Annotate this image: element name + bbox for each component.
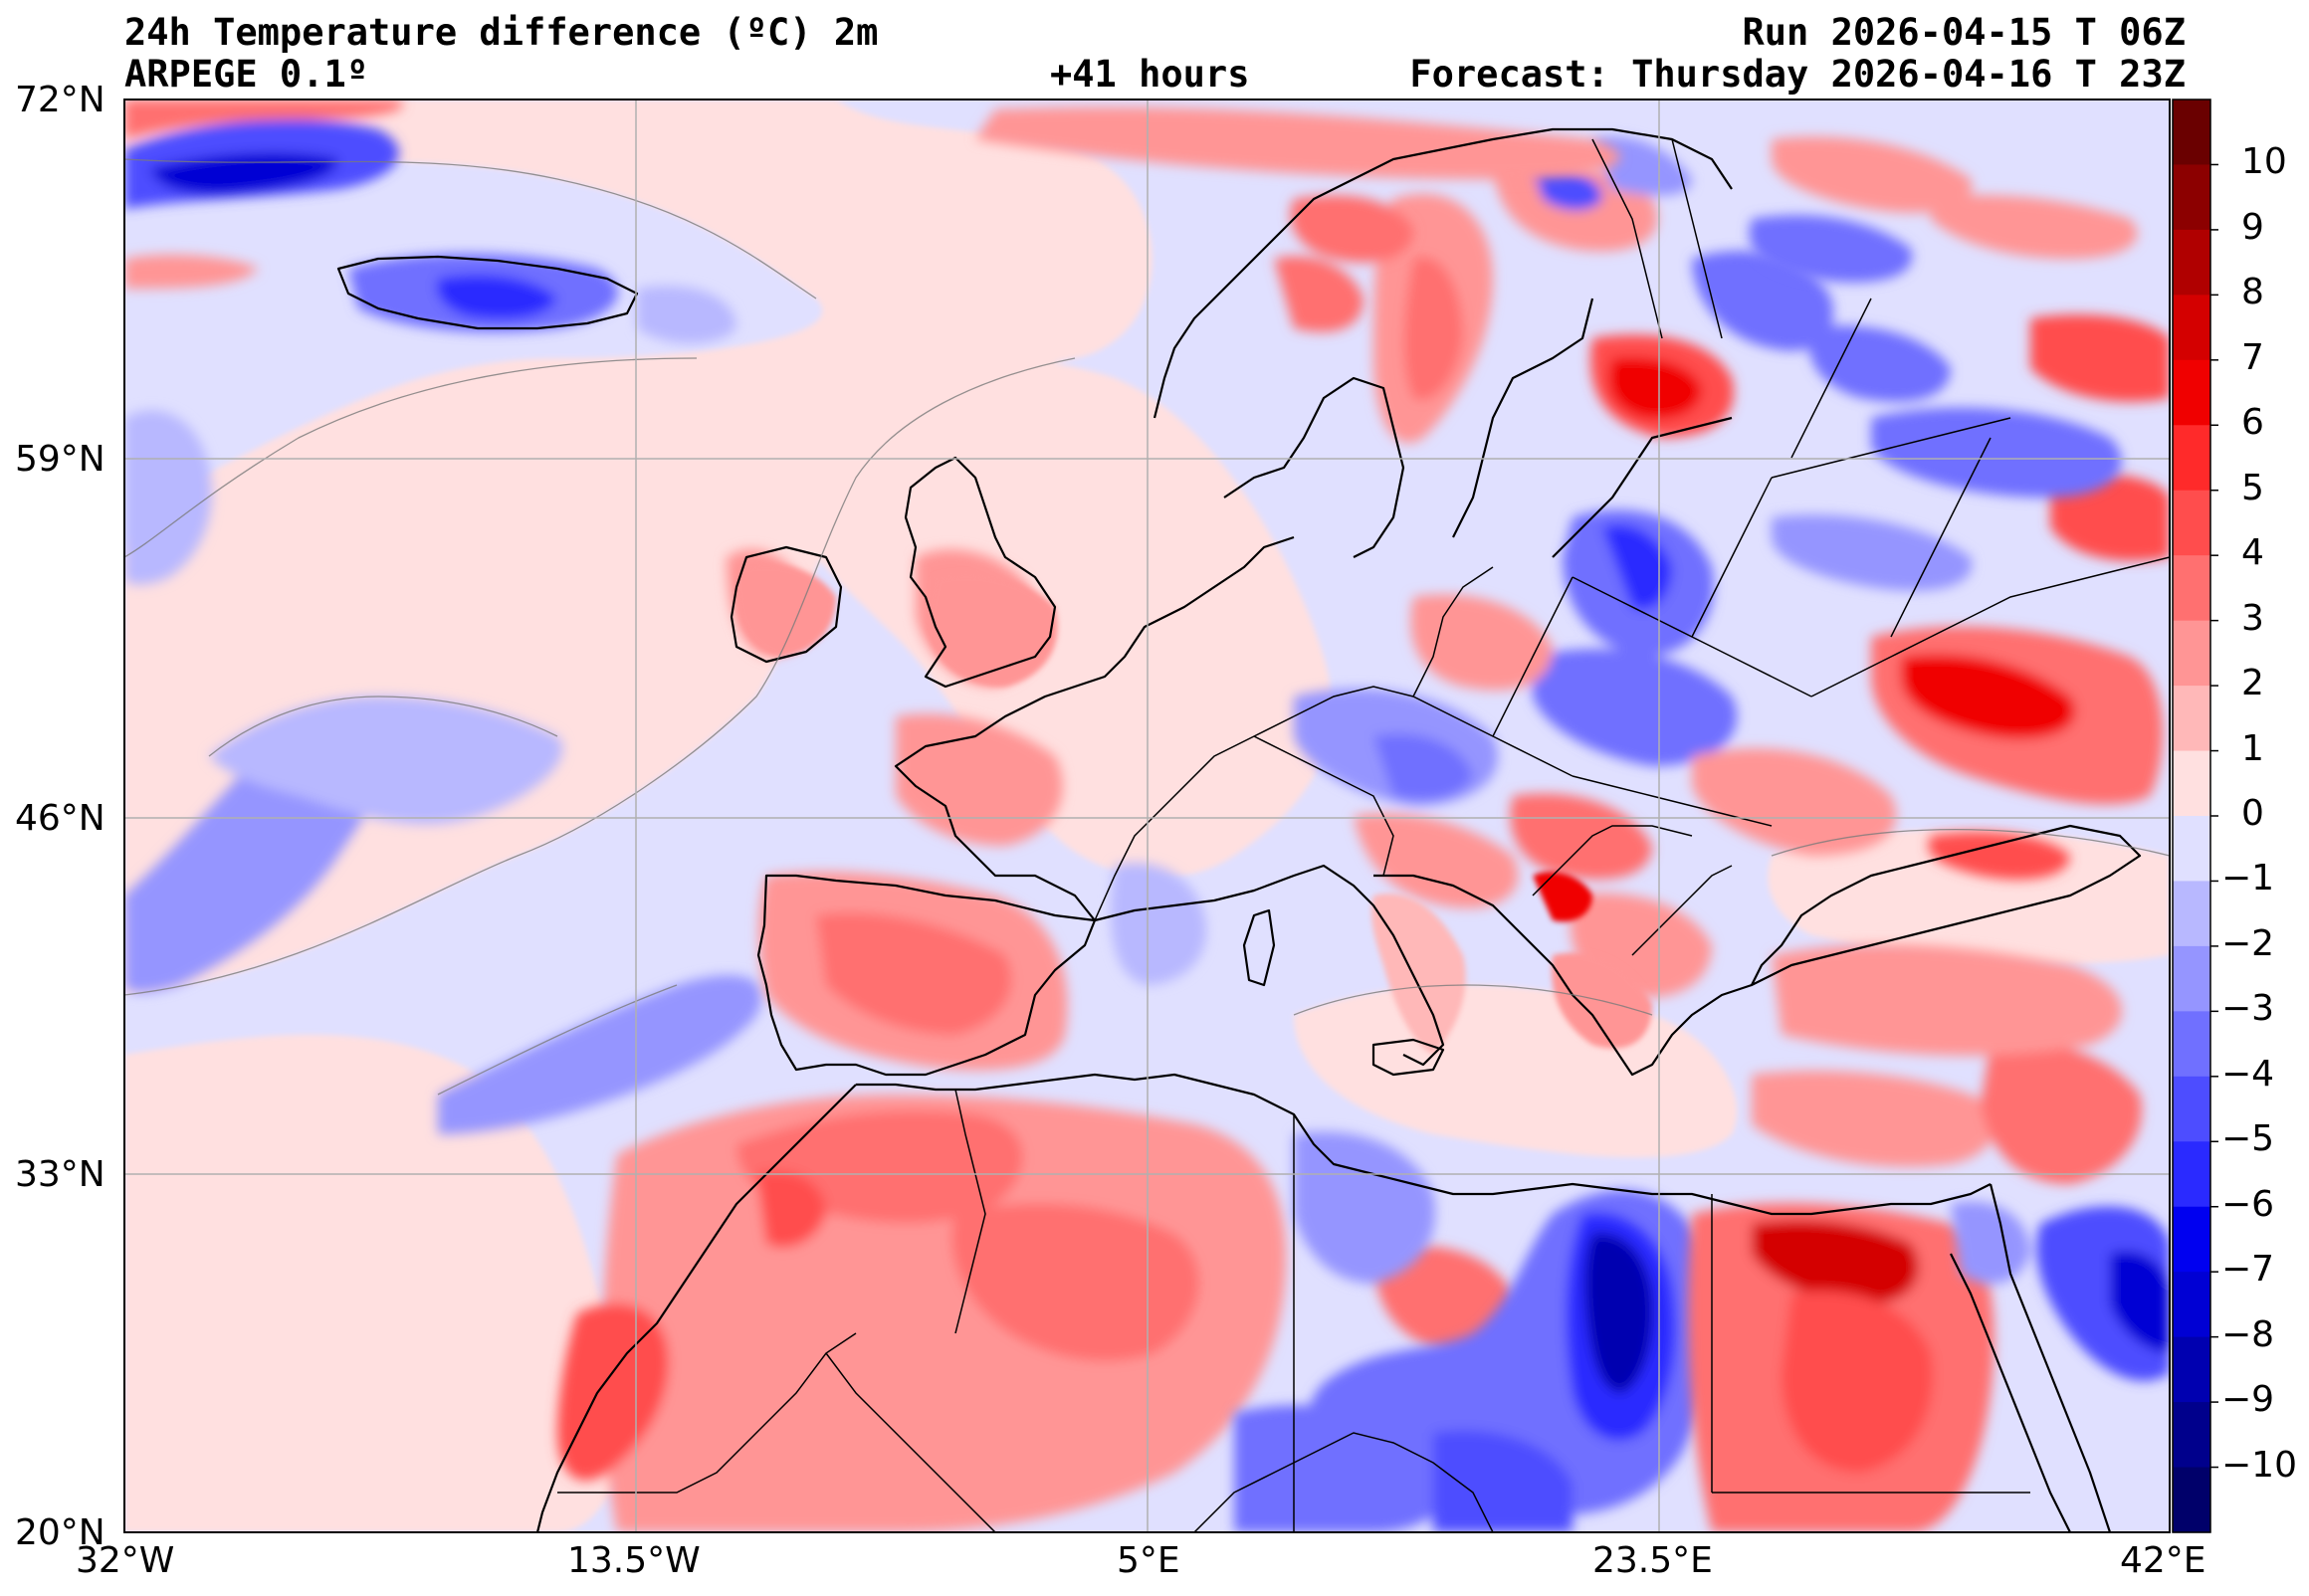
forecast-label: Forecast: Thursday 2026-04-16 T 23Z	[1409, 53, 2186, 96]
colorbar-tick-label: −7	[2221, 1249, 2275, 1290]
colorbar-tick-label: −4	[2221, 1054, 2275, 1095]
colorbar-segment	[2173, 1011, 2210, 1078]
colorbar-tick-label: 1	[2241, 728, 2264, 769]
colorbar-tick-label: 9	[2241, 207, 2264, 248]
map-border	[123, 99, 2171, 1533]
colorbar-segment	[2173, 359, 2210, 426]
colorbar-segment	[2173, 750, 2210, 817]
lon-label-32w: 32°W	[76, 1540, 175, 1581]
coastlines	[336, 127, 2142, 1532]
colorbar-tick-label: −6	[2221, 1184, 2275, 1225]
colorbar-segment	[2173, 1141, 2210, 1208]
colorbar-tick-label: −3	[2221, 988, 2275, 1029]
colorbar-tick-label: 5	[2241, 468, 2264, 508]
colorbar-segment	[2173, 1076, 2210, 1142]
colorbar-segment	[2173, 490, 2210, 556]
colorbar-tick-label: 0	[2241, 793, 2264, 834]
lead-time-label: +41 hours	[1050, 53, 1250, 96]
graticule	[124, 100, 2170, 1532]
colorbar-tick-label: 8	[2241, 272, 2264, 312]
colorbar-segment	[2173, 555, 2210, 622]
chart-title: 24h Temperature difference (ºC) 2m	[124, 11, 879, 54]
lat-label-20n: 20°N	[15, 1512, 105, 1553]
lon-label-13-5w: 13.5°W	[567, 1540, 701, 1581]
colorbar-tick-label: −9	[2221, 1379, 2275, 1420]
lat-label-59n: 59°N	[15, 439, 105, 480]
colorbar-segment	[2173, 1206, 2210, 1273]
colorbar-frame	[2172, 99, 2211, 1533]
country-borders	[557, 138, 2170, 1532]
colorbar-tick-label: 2	[2241, 663, 2264, 703]
colorbar-tick-label: 4	[2241, 532, 2264, 573]
colorbar-segment	[2173, 881, 2210, 947]
zero-contours	[124, 158, 2170, 1096]
lon-label-42e: 42°E	[2120, 1540, 2206, 1581]
colorbar	[2173, 100, 2218, 1533]
model-label: ARPEGE 0.1º	[124, 53, 369, 96]
colorbar-segment	[2173, 295, 2210, 361]
lon-label-23-5e: 23.5°E	[1592, 1540, 1713, 1581]
colorbar-tick-label: −1	[2221, 858, 2275, 898]
colorbar-segment	[2173, 1402, 2210, 1469]
colorbar-tick-label: −10	[2221, 1445, 2297, 1486]
colorbar-tick-label: −8	[2221, 1314, 2275, 1355]
lat-label-33n: 33°N	[15, 1154, 105, 1195]
lon-label-5e: 5°E	[1117, 1540, 1180, 1581]
colorbar-tick-label: 10	[2241, 141, 2287, 182]
colorbar-segment	[2173, 620, 2210, 687]
colorbar-tick-label: 3	[2241, 598, 2264, 639]
run-label: Run 2026-04-15 T 06Z	[1742, 11, 2186, 54]
colorbar-segment	[2173, 686, 2210, 752]
colorbar-segment	[2173, 1467, 2210, 1533]
colorbar-tick-label: −5	[2221, 1118, 2275, 1159]
colorbar-segment	[2173, 425, 2210, 492]
colorbar-segment	[2173, 1336, 2210, 1403]
colorbar-segment	[2173, 945, 2210, 1012]
colorbar-segment	[2173, 816, 2210, 883]
colorbar-tick-label: 6	[2241, 402, 2264, 443]
colorbar-segment	[2173, 164, 2210, 231]
colorbar-segment	[2173, 1272, 2210, 1338]
colorbar-tick-label: 7	[2241, 337, 2264, 378]
colorbar-tick-label: −2	[2221, 923, 2275, 964]
lat-label-46n: 46°N	[15, 798, 105, 839]
colorbar-segment	[2173, 100, 2210, 166]
lat-label-72n: 72°N	[15, 80, 105, 120]
colorbar-segment	[2173, 229, 2210, 296]
